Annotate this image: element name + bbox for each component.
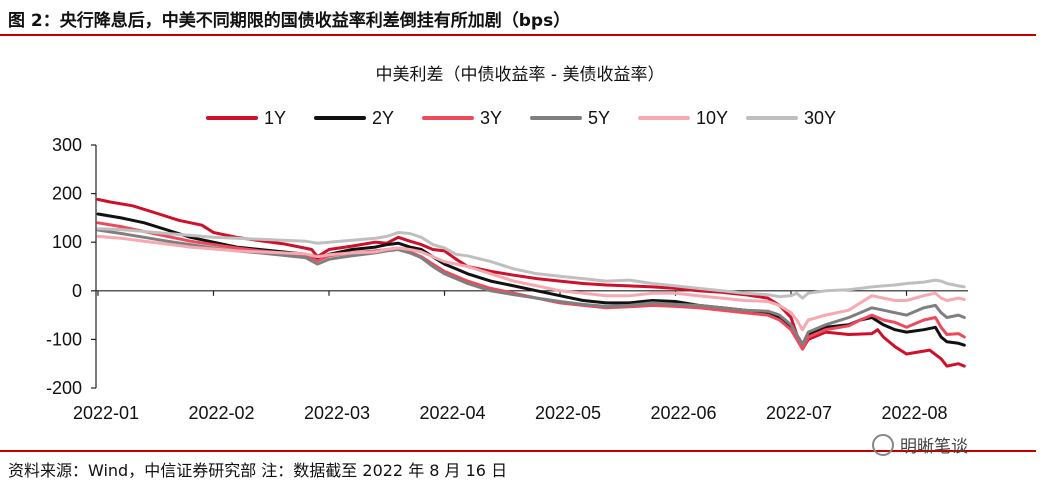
series-line-30Y — [96, 227, 966, 300]
x-tick-label: 2022-07 — [766, 403, 832, 423]
series-line-1Y — [96, 197, 966, 368]
series-layer — [96, 197, 966, 368]
y-tick-label: 300 — [52, 135, 82, 155]
chart-axes: 300 200 100 0 -100 -200 2022-01 2022-02 2022-03 2… — [46, 135, 968, 423]
bottom-rule — [0, 450, 1036, 452]
x-tick-label: 2022-05 — [535, 403, 601, 423]
source-note: 资料来源：Wind，中信证券研究部 注：数据截至 2022 年 8 月 16 日 — [8, 461, 508, 480]
legend-label-5Y: 5Y — [588, 108, 610, 128]
y-tick-label: 200 — [52, 184, 82, 204]
x-tick-label: 2022-02 — [188, 403, 254, 423]
x-tick-label: 2022-03 — [304, 403, 370, 423]
legend-label-30Y: 30Y — [804, 108, 836, 128]
legend-label-3Y: 3Y — [480, 108, 502, 128]
legend-label-10Y: 10Y — [696, 108, 728, 128]
series-line-10Y — [96, 234, 966, 332]
legend-label-2Y: 2Y — [372, 108, 394, 128]
chart-legend: 1Y 2Y 3Y 5Y 10Y 30Y — [206, 108, 836, 128]
x-tick-label: 2022-01 — [73, 403, 139, 423]
chart-title: 中美利差（中债收益率 - 美债收益率） — [376, 65, 665, 85]
series-line-5Y — [96, 228, 966, 346]
y-tick-label: 100 — [52, 232, 82, 252]
y-tick-label: 0 — [72, 281, 82, 301]
chat-bubble-icon — [872, 434, 894, 456]
x-tick-label: 2022-08 — [881, 403, 947, 423]
y-tick-label: -100 — [46, 329, 82, 349]
top-rule — [0, 34, 1036, 36]
x-tick-label: 2022-04 — [419, 403, 485, 423]
figure-title: 图 2：央行降息后，中美不同期限的国债收益率利差倒挂有所加剧（bps） — [8, 11, 571, 31]
y-tick-label: -200 — [46, 378, 82, 398]
x-tick-label: 2022-06 — [650, 403, 716, 423]
legend-label-1Y: 1Y — [264, 108, 286, 128]
watermark: 明晰笔谈 — [872, 432, 968, 457]
watermark-text: 明晰笔谈 — [900, 437, 968, 457]
chart: 中美利差（中债收益率 - 美债收益率） 1Y 2Y 3Y 5Y 10Y 30Y 300 20… — [46, 65, 968, 423]
